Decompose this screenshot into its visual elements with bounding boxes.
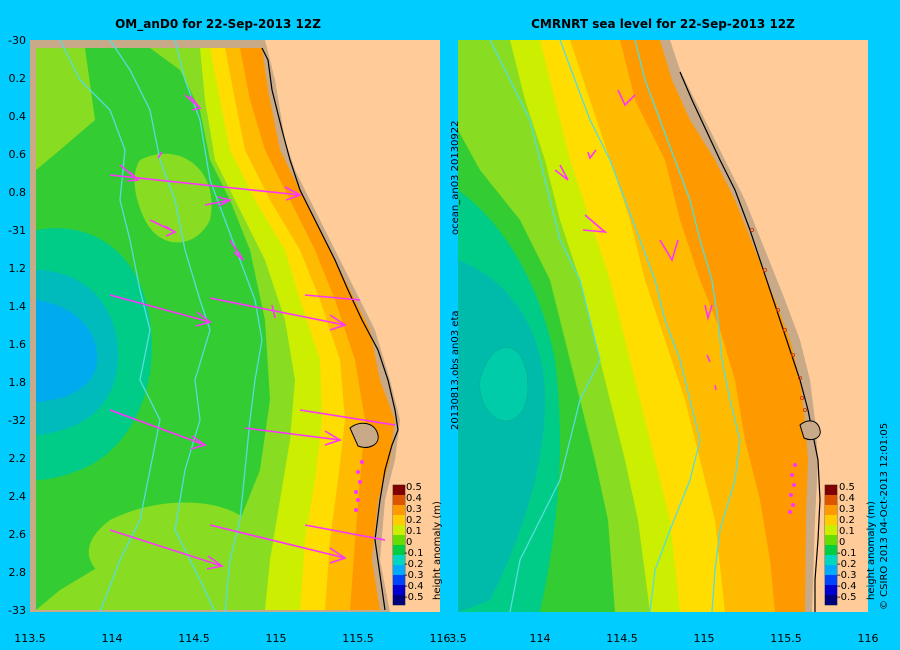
x-tick-label: 116 (430, 632, 451, 645)
x-tick-label: 114.5 (606, 632, 638, 645)
y-tick-label: 0.2 (9, 72, 27, 85)
y-tick-label: -33 (8, 604, 26, 617)
copyright-credit: © CSIRO 2013 04-Oct-2013 12:01:05 (879, 423, 890, 610)
contour-low (458, 260, 545, 612)
left-x-axis: 113.5 114 114.5 115 115.5 116 (14, 632, 450, 645)
right-colorbar-label: height anomaly (m) (866, 501, 877, 600)
x-tick-label: 116 (858, 632, 879, 645)
isobath (634, 40, 741, 612)
isobath (489, 40, 601, 612)
current-vectors (554, 89, 717, 391)
left-colorbar-label: height anomaly (m) (432, 501, 443, 600)
cbar-tick: 0.2 (839, 515, 855, 526)
y-tick-label: 1.8 (9, 376, 27, 389)
contour-patch (36, 48, 95, 170)
y-tick-label: 0.8 (9, 186, 27, 199)
coastal-station-markers (750, 227, 808, 412)
contour-min (36, 300, 98, 402)
y-tick-label: 2.6 (9, 528, 27, 541)
x-tick-label: 3.5 (449, 632, 467, 645)
x-tick-label: 114 (530, 632, 551, 645)
cbar-tick: 0 (839, 537, 845, 548)
tide-gauge-markers (354, 460, 364, 512)
cbar-tick: 0.3 (406, 504, 422, 515)
y-tick-label: -30 (8, 34, 26, 47)
y-tick-label: 1.6 (9, 338, 27, 351)
vector-arrowheads (126, 95, 347, 570)
contour-patch (134, 153, 212, 243)
x-tick-label: 115 (694, 632, 715, 645)
cbar-tick: -0.4 (404, 581, 424, 592)
left-colorbar-ticks: 0.5 0.4 0.3 0.2 0.1 0 -0.1 -0.2 -0.3 -0.… (404, 482, 424, 603)
coastline (261, 47, 399, 611)
cbar-tick: 0.4 (839, 493, 855, 504)
cbar-tick: -0.1 (837, 548, 857, 559)
y-tick-label: 1.4 (9, 300, 27, 313)
right-colorbar (824, 484, 838, 606)
cbar-tick: 0.4 (406, 493, 422, 504)
cbar-tick: -0.2 (837, 559, 857, 570)
tide-gauge-markers (788, 463, 797, 514)
cbar-tick: -0.3 (837, 570, 857, 581)
cbar-tick: 0.1 (839, 526, 855, 537)
y-tick-label: 2.4 (9, 490, 27, 503)
cbar-tick: 0.5 (406, 482, 422, 493)
cbar-tick: -0.2 (404, 559, 424, 570)
right-map-title: CMRNRT sea level for 22-Sep-2013 12Z (531, 17, 795, 31)
x-tick-label: 115.5 (770, 632, 802, 645)
cbar-tick: -0.1 (404, 548, 424, 559)
current-vectors (109, 94, 396, 567)
isobath (174, 40, 263, 612)
left-y-axis: -30 0.2 0.4 0.6 0.8 -31 1.2 1.4 1.6 1.8 … (8, 34, 26, 617)
island-rottnest (349, 422, 379, 448)
coastline (679, 71, 821, 612)
cbar-tick: 0.3 (839, 504, 855, 515)
x-tick-label: 114 (102, 632, 123, 645)
run-id-label: ocean_an03 20130922 (450, 120, 461, 235)
left-map-title: OM_anD0 for 22-Sep-2013 12Z (115, 17, 321, 32)
cbar-tick: -0.5 (837, 592, 857, 603)
isobath (559, 40, 701, 612)
cbar-tick: 0.5 (839, 482, 855, 493)
y-tick-label: 2.2 (9, 452, 27, 465)
cbar-tick: -0.3 (404, 570, 424, 581)
obs-id-label: 20130813.obs an03 eta (450, 310, 461, 430)
right-map-area (458, 40, 868, 612)
left-map-area (30, 40, 440, 612)
y-tick-label: -32 (8, 414, 26, 427)
y-tick-label: 2.8 (9, 566, 27, 579)
right-colorbar-ticks: 0.5 0.4 0.3 0.2 0.1 0 -0.1 -0.2 -0.3 -0.… (837, 482, 857, 603)
island-rottnest (799, 420, 821, 441)
x-tick-label: 115 (266, 632, 287, 645)
cbar-tick: 0.2 (406, 515, 422, 526)
cbar-tick: -0.5 (404, 592, 424, 603)
y-tick-label: 0.6 (9, 148, 27, 161)
y-tick-label: -31 (8, 224, 26, 237)
contour-min (479, 347, 529, 422)
x-tick-label: 114.5 (178, 632, 210, 645)
cbar-tick: 0.1 (406, 526, 422, 537)
contour-band (36, 48, 270, 610)
left-colorbar (392, 484, 406, 606)
x-tick-label: 113.5 (14, 632, 46, 645)
x-tick-label: 115.5 (342, 632, 374, 645)
isobath (109, 40, 216, 612)
y-tick-label: 1.2 (9, 262, 27, 275)
cbar-tick: 0 (406, 537, 412, 548)
contour-patch (88, 502, 261, 593)
isobath (59, 40, 161, 612)
right-x-axis: 3.5 114 114.5 115 115.5 116 (449, 632, 878, 645)
cbar-tick: -0.4 (837, 581, 857, 592)
y-tick-label: 0.4 (9, 110, 27, 123)
